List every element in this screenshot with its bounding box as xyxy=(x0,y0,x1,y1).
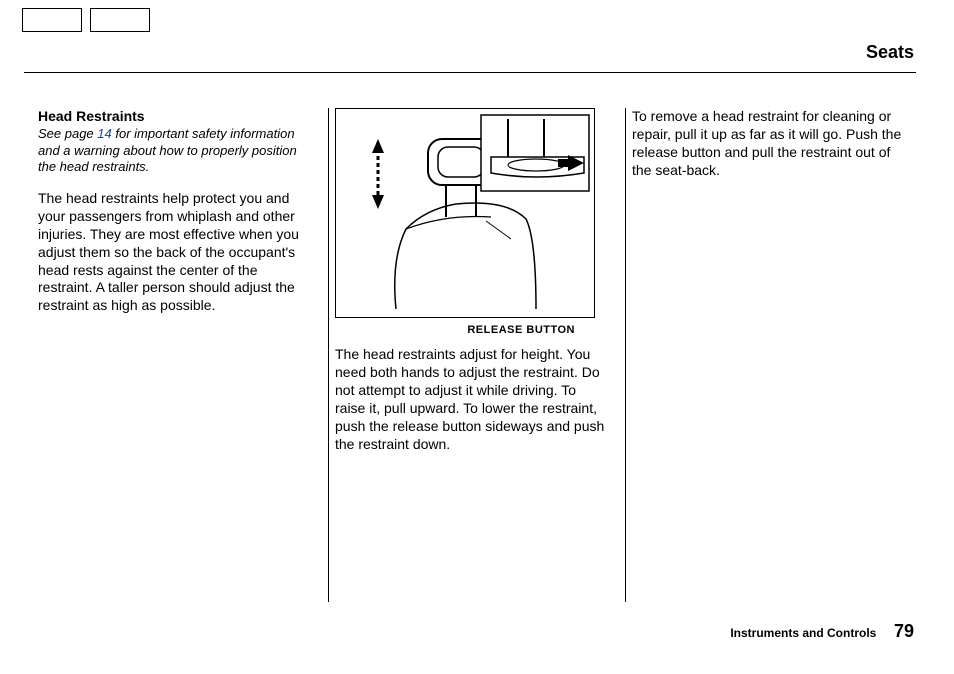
nav-button-1[interactable] xyxy=(22,8,82,32)
safety-note: See page 14 for important safety informa… xyxy=(38,126,308,176)
column-separator-2 xyxy=(625,108,626,602)
footer-page-number: 79 xyxy=(894,621,914,641)
page-footer: Instruments and Controls 79 xyxy=(730,621,914,642)
page-reference-link[interactable]: 14 xyxy=(97,126,111,141)
headrest-figure xyxy=(335,108,595,318)
footer-section-name: Instruments and Controls xyxy=(730,626,876,640)
header-rule xyxy=(24,72,916,73)
col1-body: The head restraints help protect you and… xyxy=(38,190,308,315)
column-separator-1 xyxy=(328,108,329,602)
note-prefix: See page xyxy=(38,126,97,141)
headrest-illustration xyxy=(336,109,596,319)
nav-button-2[interactable] xyxy=(90,8,150,32)
page-title: Seats xyxy=(866,42,914,63)
column-2: RELEASE BUTTON The head restraints adjus… xyxy=(335,108,625,602)
column-3: To remove a head restraint for cleaning … xyxy=(632,108,922,602)
column-1: Head Restraints See page 14 for importan… xyxy=(38,108,328,602)
col3-body: To remove a head restraint for cleaning … xyxy=(632,108,902,180)
top-nav-buttons xyxy=(22,8,150,32)
section-heading: Head Restraints xyxy=(38,108,308,124)
col2-body: The head restraints adjust for height. Y… xyxy=(335,346,605,453)
figure-caption: RELEASE BUTTON xyxy=(335,324,605,336)
content-columns: Head Restraints See page 14 for importan… xyxy=(38,108,922,602)
